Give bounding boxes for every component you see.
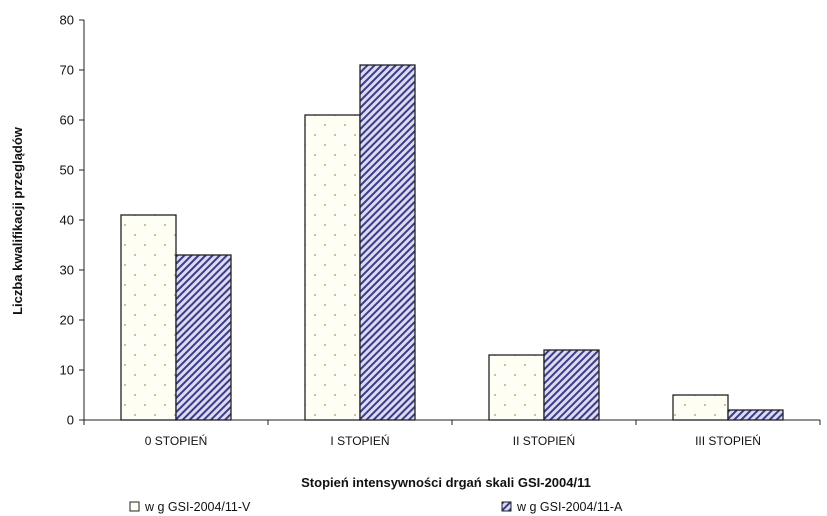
bars [120, 64, 784, 421]
legend-swatch-gsi-a [501, 501, 512, 512]
y-tick-label: 40 [60, 213, 74, 228]
y-tick-label: 60 [60, 113, 74, 128]
y-tick-label: 20 [60, 313, 74, 328]
x-axis-category-labels: 0 STOPIEŃ I STOPIEŃ II STOPIEŃ III STOPIEŃ [83, 420, 821, 448]
legend: w g GSI-2004/11-V w g GSI-2004/11-A [129, 500, 623, 514]
x-category-label: 0 STOPIEŃ [145, 433, 207, 448]
x-category-label: I STOPIEŃ [330, 433, 389, 448]
bar-gsi-v [672, 394, 729, 421]
bar-gsi-a [359, 64, 416, 421]
legend-label-gsi-a: w g GSI-2004/11-A [516, 500, 623, 514]
x-axis-title: Stopień intensywności drgań skali GSI-20… [301, 475, 591, 490]
y-tick-label: 0 [67, 413, 74, 428]
y-axis-ticks: 0 10 20 30 40 50 60 70 80 [60, 13, 84, 428]
x-category-label: III STOPIEŃ [695, 433, 761, 448]
y-tick-label: 70 [60, 63, 74, 78]
y-tick-label: 50 [60, 163, 74, 178]
x-category-label: II STOPIEŃ [513, 433, 575, 448]
bar-gsi-a [727, 409, 784, 421]
y-tick-label: 80 [60, 13, 74, 28]
bar-gsi-a [175, 254, 232, 421]
bar-gsi-v [488, 354, 545, 421]
y-tick-label: 10 [60, 363, 74, 378]
y-tick-label: 30 [60, 263, 74, 278]
bar-gsi-v [120, 214, 177, 421]
y-axis-title: Liczba kwalifikacji przeglądów [10, 126, 25, 315]
bar-gsi-v [304, 114, 361, 421]
legend-label-gsi-v: w g GSI-2004/11-V [144, 500, 251, 514]
bar-gsi-a [543, 349, 600, 421]
legend-swatch-gsi-v [129, 501, 140, 512]
